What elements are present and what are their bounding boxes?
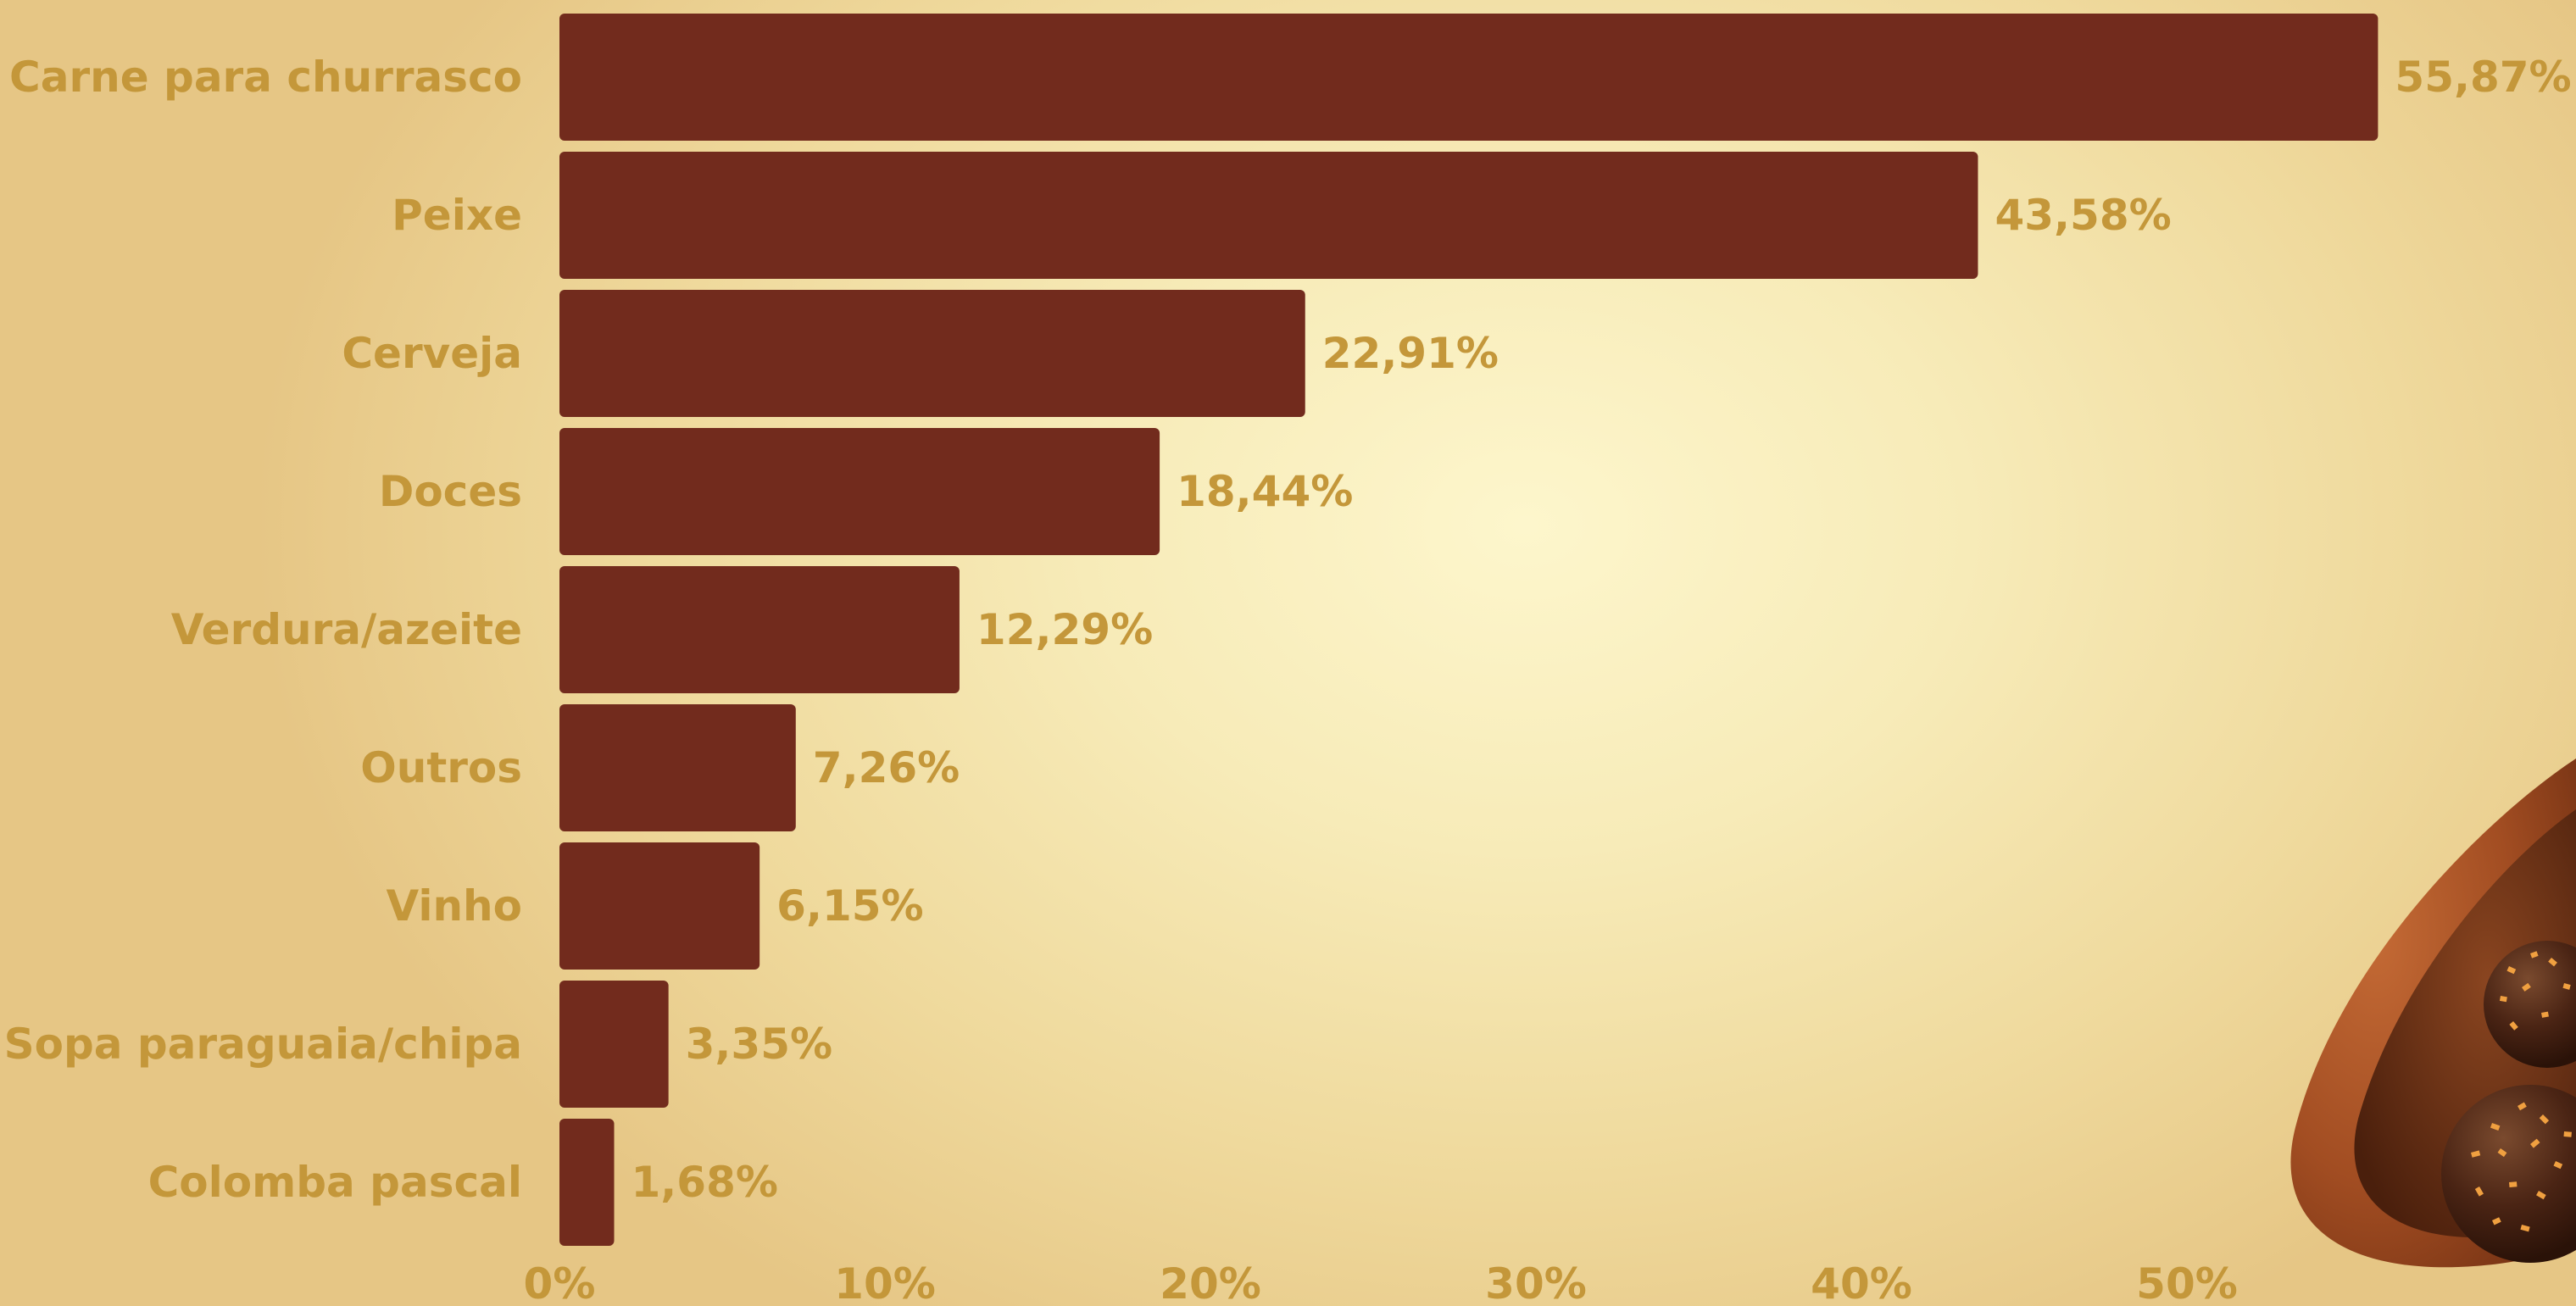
x-tick-label: 40% [1811,1259,1912,1306]
value-label: 7,26% [813,743,960,792]
value-label: 3,35% [686,1020,832,1069]
category-label: Verdura/azeite [171,605,522,654]
bars-layer [559,14,2378,1246]
bar [559,14,2378,141]
category-label: Carne para churrasco [9,53,522,102]
category-label: Colomba pascal [148,1158,522,1207]
category-label: Cerveja [342,329,522,378]
bar [559,842,760,970]
value-label: 6,15% [776,881,923,931]
bar [559,704,796,831]
value-label: 55,87% [2395,53,2571,102]
value-label: 12,29% [976,605,1153,654]
category-label: Outros [360,743,522,792]
category-label: Vinho [387,881,523,931]
x-tick-label: 50% [2136,1259,2238,1306]
x-tick-label: 0% [524,1259,596,1306]
value-label: 1,68% [631,1158,778,1207]
category-labels: Carne para churrasco Peixe Cerveja Doces Ver… [4,53,522,1207]
bar [559,152,1978,279]
category-label: Sopa paraguaia/chipa [4,1020,522,1069]
value-label: 18,44% [1177,467,1353,516]
bar [559,1119,615,1246]
x-tick-label: 10% [834,1259,936,1306]
value-label: 43,58% [1995,191,2171,240]
value-label: 22,91% [1322,329,1499,378]
category-label: Doces [379,467,522,516]
category-label: Peixe [392,191,522,240]
bar [559,566,960,693]
chocolate-egg-icon [2290,759,2576,1268]
bar [559,290,1305,417]
x-tick-label: 20% [1160,1259,1261,1306]
x-tick-label: 30% [1485,1259,1587,1306]
x-axis-ticks: 0% 10% 20% 30% 40% 50% [524,1259,2238,1306]
bar [559,981,669,1108]
bar [559,428,1160,555]
value-labels: 55,87% 43,58% 22,91% 18,44% 12,29% 7,26% 6,15%… [631,53,2572,1207]
